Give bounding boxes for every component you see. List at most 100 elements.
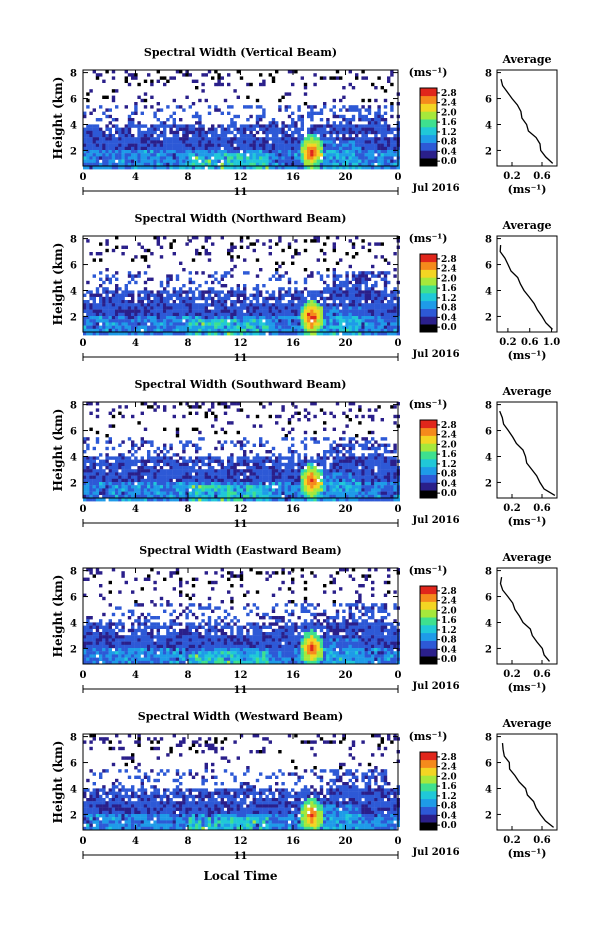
heatmap-cell [358,478,362,483]
heatmap-cell [118,143,122,147]
heatmap-cell [371,482,375,486]
heatmap-cell [367,319,372,323]
heatmap-cell [310,482,314,486]
heatmap-cell [339,322,343,326]
heatmap-cell [355,156,359,160]
heatmap-cell [195,127,199,131]
heatmap-cell [153,306,157,310]
heatmap-cell [172,312,176,317]
heatmap-cell [156,290,160,294]
heatmap-cell [377,111,381,115]
heatmap-cell [102,491,106,495]
heatmap-cell [284,475,288,479]
x-tick-label: 16 [286,172,300,183]
heatmap-cell [332,485,336,489]
heatmap-cell [348,491,352,495]
heatmap-cell [204,478,208,483]
heatmap-cell [355,456,359,460]
heatmap-cell [345,328,349,333]
heatmap-cell [255,306,260,310]
heatmap-cell [172,146,176,151]
heatmap-cell [89,137,93,141]
heatmap-cell [335,316,340,320]
heatmap-cell [345,118,349,122]
heatmap-cell [249,127,253,131]
heatmap-cell [383,121,388,125]
heatmap-cell [147,456,151,460]
heatmap-cell [284,140,288,144]
heatmap-cell [108,462,112,467]
heatmap-cell [390,293,394,297]
heatmap-cell [339,108,343,112]
heatmap-cell [86,105,90,109]
heatmap-cell [207,475,212,479]
heatmap-cell [278,309,282,313]
heatmap-cell [236,332,240,336]
heatmap-cell [355,143,359,147]
heatmap-cell [169,478,173,483]
heatmap-cell [393,140,397,144]
heatmap-cell [207,491,212,495]
heatmap-cell [380,325,384,329]
heatmap-cell [319,309,324,313]
heatmap-cell [191,312,196,317]
heatmap-cell [217,293,221,297]
heatmap-cell [281,150,285,154]
heatmap-cell [326,450,330,454]
heatmap-cell [175,162,180,167]
heatmap-cell [246,271,250,275]
heatmap-cell [179,466,183,470]
heatmap-cell [227,105,231,109]
heatmap-cell [175,140,180,144]
heatmap-cell [166,153,170,157]
heatmap-cell [137,242,141,246]
heatmap-cell [102,316,106,320]
heatmap-cell [131,306,135,310]
heatmap-cell [252,424,256,428]
heatmap-cell [367,146,372,151]
heatmap-cell [89,411,93,415]
heatmap-cell [307,411,311,415]
heatmap-cell [159,475,164,479]
heatmap-cell [319,290,324,294]
heatmap-cell [345,450,349,454]
heatmap-cell [195,248,199,253]
heatmap-cell [227,488,231,492]
heatmap-cell [227,111,231,115]
heatmap-cell [233,114,237,119]
heatmap-cell [345,156,349,160]
heatmap-cell [332,242,336,246]
heatmap-cell [127,280,132,285]
heatmap-cell [335,322,340,326]
heatmap-cell [374,140,378,144]
heatmap-cell [147,290,151,294]
heatmap-cell [275,482,279,486]
heatmap-cell [367,124,372,128]
heatmap-cell [99,459,103,463]
heatmap-cell [262,114,266,119]
heatmap-cell [223,134,228,138]
heatmap-cell [287,325,292,329]
heatmap-cell [246,140,250,144]
heatmap-cell [355,137,359,141]
heatmap-cell [246,462,250,467]
heatmap-cell [233,159,237,163]
heatmap-cell [390,108,394,112]
heatmap-cell [358,328,362,333]
heatmap-cell [223,156,228,160]
heatmap-cell [143,402,148,406]
heatmap-cell [108,485,112,489]
heatmap-cell [297,140,301,144]
heatmap-cell [207,287,212,291]
heatmap-cell [108,488,112,492]
heatmap-cell [307,303,311,307]
heatmap-cell [191,309,196,313]
heatmap-cell [339,462,343,467]
heatmap-cell [153,156,157,160]
heatmap-cell [291,140,295,144]
heatmap-cell [220,236,224,240]
heatmap-cell [121,290,125,294]
heatmap-cell [259,166,263,170]
heatmap-cell [172,150,176,154]
heatmap-cell [131,134,135,138]
